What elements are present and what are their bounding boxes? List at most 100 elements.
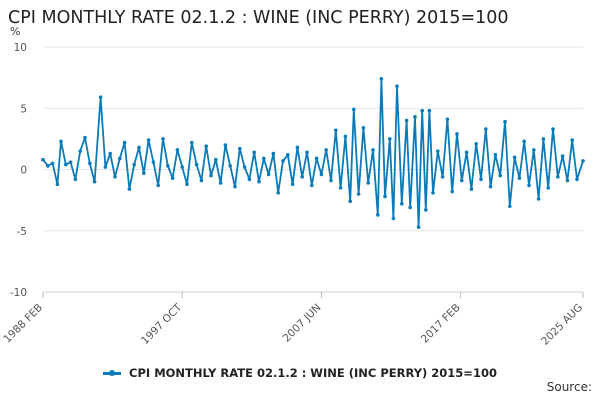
data-point [532,148,536,152]
data-point [508,204,512,209]
data-point [247,177,252,182]
x-tick-label: 1988 FEB [1,302,45,346]
data-point [103,165,108,169]
series-line [42,77,584,228]
data-point [348,199,353,204]
series-layer [41,77,585,229]
data-point [479,177,483,182]
data-point [343,134,348,139]
data-point [156,183,160,188]
legend[interactable]: CPI MONTHLY RATE 02.1.2 : WINE (INC PERR… [0,366,600,380]
x-tick-label: 2025 AUG [539,302,585,348]
data-point [73,177,78,182]
data-point [541,137,546,141]
data-point [262,156,266,161]
data-point [484,127,488,131]
data-point [238,146,242,151]
data-point [376,213,380,217]
data-point [517,176,522,180]
data-point [395,84,399,88]
data-point [295,145,300,150]
data-point [204,144,208,149]
data-point [536,197,541,201]
data-point [142,171,146,175]
data-point [92,179,97,184]
data-point [199,178,204,183]
data-point [503,119,507,124]
data-point [352,107,356,112]
data-point [319,172,324,177]
data-point [512,155,517,160]
data-point [379,77,384,81]
data-point [132,162,136,167]
data-point [464,150,469,155]
data-point [556,175,560,179]
data-point [122,140,127,145]
data-point [565,178,570,183]
y-tick-label: 5 [20,103,27,115]
data-point [271,151,276,156]
data-point [493,153,498,157]
data-point [391,216,396,221]
data-point [68,160,73,164]
data-point [46,164,50,168]
data-point [190,140,194,145]
data-point [151,160,156,164]
data-point [266,172,271,177]
data-point [146,138,151,142]
data-point [404,118,409,123]
data-point [170,176,175,180]
data-point [469,187,474,191]
data-point [570,138,574,142]
y-tick-label: 0 [20,165,27,177]
data-point [175,148,180,152]
data-point [546,186,550,190]
data-point [78,149,82,153]
data-point [551,127,555,131]
data-point [113,175,117,179]
data-point [108,151,112,156]
data-point [431,190,435,195]
data-point [83,135,87,140]
data-point [527,183,531,188]
data-point [305,150,309,155]
data-point [64,162,68,167]
data-point [400,202,404,206]
y-tick-label: 10 [14,42,27,54]
data-point [424,208,428,212]
y-axis-unit-label: % [10,25,21,38]
data-point [460,178,464,183]
data-point [214,157,218,162]
data-point [228,164,232,168]
data-point [286,153,290,157]
data-point [450,189,455,194]
data-point [218,181,223,185]
data-point [436,149,440,153]
x-tick-label: 2007 JUN [281,302,324,345]
data-point [137,145,141,150]
data-point [361,126,366,130]
data-point [300,175,305,179]
data-point [338,186,343,190]
data-point [334,128,338,133]
data-point [314,156,319,161]
data-point [88,161,92,166]
data-point [127,187,132,191]
legend-swatch-icon [103,370,122,376]
chart-title: CPI MONTHLY RATE 02.1.2 : WINE (INC PERR… [8,8,509,28]
data-point [522,139,526,144]
data-point [488,184,493,189]
data-point [498,173,503,178]
data-point [356,192,361,196]
data-point [420,108,425,113]
data-point [474,141,479,146]
y-tick-label: -5 [17,226,27,238]
grid-lines [42,46,584,298]
data-point [55,182,60,186]
source-label: Source: [546,380,592,394]
data-point [575,177,579,182]
data-point [427,108,432,113]
data-point [257,179,261,184]
legend-label: CPI MONTHLY RATE 02.1.2 : WINE (INC PERR… [129,366,497,380]
data-point [310,183,314,188]
